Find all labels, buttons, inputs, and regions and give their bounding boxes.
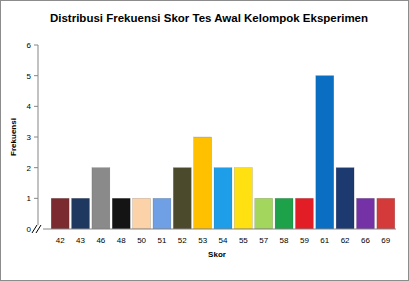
page: {"chart_data": {"type": "bar", "title": … bbox=[0, 0, 409, 281]
x-tick-label: 58 bbox=[280, 236, 289, 245]
y-tick-label: 4 bbox=[27, 102, 32, 111]
x-axis-label: Skor bbox=[208, 250, 226, 259]
y-tick bbox=[34, 75, 38, 76]
x-tick-label: 55 bbox=[239, 236, 248, 245]
x-tick-label: 61 bbox=[320, 236, 329, 245]
y-tick-label: 1 bbox=[27, 194, 32, 203]
bar bbox=[51, 198, 69, 229]
bar bbox=[133, 198, 151, 229]
title: Distribusi Frekuensi Skor Tes Awal Kelom… bbox=[50, 12, 368, 24]
x-tick-label: 42 bbox=[56, 236, 65, 245]
bar bbox=[255, 198, 273, 229]
bar bbox=[72, 198, 90, 229]
bar bbox=[275, 198, 293, 229]
x-tick-label: 51 bbox=[157, 236, 166, 245]
y-tick bbox=[34, 167, 38, 168]
bar bbox=[214, 168, 232, 229]
y-tick-label: 0 bbox=[27, 225, 32, 234]
x-tick-label: 46 bbox=[96, 236, 105, 245]
y-axis-label: Frekuensi bbox=[9, 118, 18, 156]
y-tick-label: 6 bbox=[27, 41, 32, 50]
x-tick-label: 53 bbox=[198, 236, 207, 245]
bar bbox=[295, 198, 313, 229]
y-tick-label: 2 bbox=[27, 164, 32, 173]
bar bbox=[194, 137, 212, 229]
y-tick bbox=[34, 137, 38, 138]
axis-break bbox=[36, 225, 41, 233]
bar bbox=[357, 198, 375, 229]
bar bbox=[173, 168, 191, 229]
bar bbox=[153, 198, 171, 229]
x-tick-label: 66 bbox=[361, 236, 370, 245]
x-tick-label: 62 bbox=[341, 236, 350, 245]
x-tick-label: 52 bbox=[178, 236, 187, 245]
x-tick-label: 57 bbox=[259, 236, 268, 245]
x-tick-label: 43 bbox=[76, 236, 85, 245]
x-axis bbox=[34, 229, 396, 230]
x-tick-label: 50 bbox=[137, 236, 146, 245]
bar bbox=[316, 76, 334, 229]
y-tick bbox=[34, 45, 38, 46]
y-tick bbox=[34, 106, 38, 107]
bars bbox=[51, 76, 395, 229]
chart: Distribusi Frekuensi Skor Tes Awal Kelom… bbox=[0, 0, 409, 281]
y-tick-label: 3 bbox=[27, 133, 32, 142]
bar bbox=[377, 198, 395, 229]
bar bbox=[234, 168, 252, 229]
x-tick-label: 54 bbox=[219, 236, 228, 245]
bar bbox=[336, 168, 354, 229]
bar bbox=[112, 198, 130, 229]
x-tick-label: 48 bbox=[117, 236, 126, 245]
bar bbox=[92, 168, 110, 229]
y-tick bbox=[34, 198, 38, 199]
x-tick-label: 59 bbox=[300, 236, 309, 245]
y-tick-label: 5 bbox=[27, 72, 32, 81]
y-axis bbox=[38, 45, 39, 229]
axis-break-bg bbox=[31, 225, 43, 233]
x-tick-label: 69 bbox=[381, 236, 390, 245]
chart-frame bbox=[1, 1, 409, 281]
